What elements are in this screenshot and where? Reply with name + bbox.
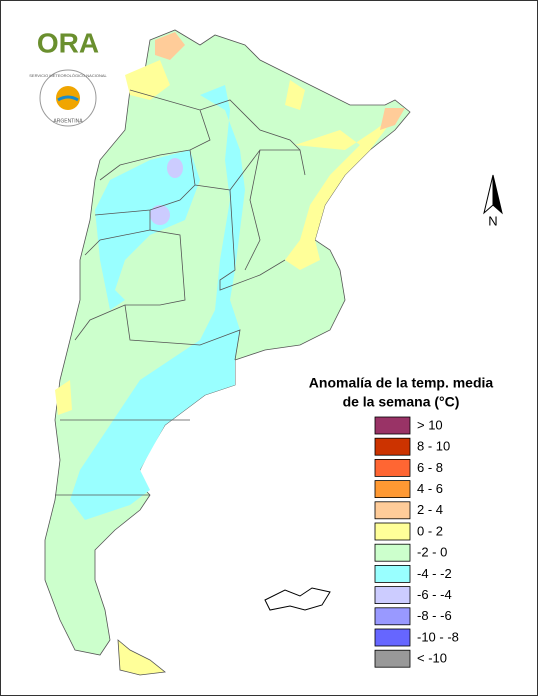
legend-swatch: [374, 480, 411, 499]
legend-label: -4 - -2: [417, 566, 452, 581]
legend: Anomalía de la temp. media de la semana …: [309, 375, 494, 668]
legend-title: de la semana (°C): [343, 394, 460, 410]
legend-label: -8 - -6: [417, 608, 452, 623]
legend-swatch: [374, 607, 411, 626]
seal-wave: [57, 95, 79, 102]
legend-label: -2 - 0: [417, 545, 447, 560]
legend-swatch: [374, 649, 411, 668]
cyan-zone: [70, 85, 245, 520]
legend-swatch: [374, 565, 411, 583]
legend-label: 4 - 6: [417, 481, 443, 496]
violet-spot: [150, 205, 170, 225]
legend-swatch: [374, 458, 411, 477]
north-arrow-right: [492, 174, 503, 215]
legend-swatch: [374, 628, 411, 647]
legend-label: -6 - -4: [417, 587, 452, 602]
legend-title: Anomalía de la temp. media: [309, 375, 494, 391]
violet-spot: [167, 158, 183, 178]
legend-label: 0 - 2: [417, 523, 443, 538]
legend-label: 8 - 10: [417, 439, 450, 454]
logo: ORA SERVICIO METEOROLÓGICO NACIONAL ARGE…: [29, 27, 108, 127]
north-label: N: [488, 213, 497, 228]
seal-top-text: SERVICIO METEOROLÓGICO NACIONAL: [29, 73, 107, 78]
legend-swatch: [374, 437, 411, 456]
legend-label: 2 - 4: [417, 502, 443, 517]
province-borders: [55, 89, 306, 496]
legend-swatch: [374, 586, 411, 604]
north-arrow: N: [483, 174, 503, 228]
legend-swatch: [374, 522, 411, 541]
malvinas: [264, 587, 331, 611]
orange-zone: [155, 32, 405, 130]
seal-bottom-text: ARGENTINA: [53, 118, 83, 124]
legend-label: < -10: [417, 651, 447, 666]
legend-swatch: [374, 416, 411, 435]
logo-name: ORA: [37, 27, 99, 58]
legend-swatch: [374, 501, 411, 520]
legend-label: 6 - 8: [417, 460, 443, 475]
yellow-zone: [285, 115, 395, 270]
legend-label: -10 - -8: [417, 629, 459, 644]
map: [44, 29, 411, 676]
tierra-del-fuego: [117, 639, 166, 676]
legend-label: > 10: [417, 417, 443, 432]
legend-swatch: [374, 543, 411, 562]
